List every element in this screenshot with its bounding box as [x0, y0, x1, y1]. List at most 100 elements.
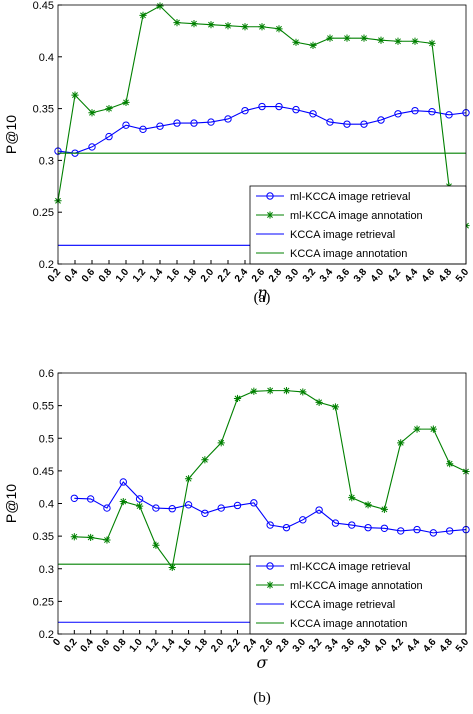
legend-label: KCCA image annotation: [290, 248, 407, 260]
marker: [70, 494, 79, 502]
legend-label: KCCA image retrieval: [290, 229, 395, 241]
x-axis-label: η: [257, 283, 267, 302]
marker: [343, 34, 351, 42]
legend-box: [249, 555, 467, 635]
series-line: [74, 481, 467, 534]
y-tick-label: 0.55: [33, 401, 54, 413]
marker: [326, 34, 334, 42]
x-tick-label: 4.4: [403, 267, 421, 285]
marker: [331, 403, 340, 411]
x-tick-label: 4.6: [420, 267, 438, 285]
marker: [266, 581, 274, 589]
marker: [139, 125, 147, 134]
marker: [168, 563, 176, 572]
x-tick-label: 0: [51, 637, 63, 649]
marker: [258, 102, 266, 111]
x-tick-label: 3.8: [356, 637, 374, 655]
legend-label: ml-KCCA image annotation: [290, 210, 423, 222]
marker: [266, 562, 274, 570]
y-tick-label: 0.35: [33, 104, 54, 116]
marker: [86, 495, 95, 503]
legend: ml-KCCA image retrieval ml-KCCA image ann…: [249, 185, 467, 265]
x-tick-label: 1.2: [144, 637, 162, 655]
x-tick-label: 1.4: [148, 267, 166, 285]
marker: [241, 23, 249, 31]
marker: [156, 2, 164, 10]
marker: [360, 120, 368, 128]
marker: [152, 541, 160, 549]
legend-label: ml-KCCA image retrieval: [290, 191, 410, 203]
marker: [413, 425, 421, 433]
x-tick-label: 1.0: [114, 267, 132, 285]
x-tick-label: 2.4: [233, 267, 251, 285]
marker: [168, 505, 176, 513]
marker: [292, 38, 300, 46]
marker: [299, 388, 307, 396]
marker: [136, 502, 144, 510]
marker: [173, 119, 181, 127]
x-tick-label: 3.4: [318, 267, 336, 285]
marker: [224, 22, 232, 30]
marker: [71, 91, 79, 99]
marker: [119, 497, 127, 506]
marker: [343, 120, 351, 128]
marker: [156, 122, 164, 130]
legend: ml-KCCA image retrieval ml-KCCA image ann…: [249, 555, 467, 635]
legend-label: ml-KCCA image retrieval: [290, 561, 410, 573]
marker: [309, 110, 317, 118]
marker: [152, 504, 160, 512]
x-tick-label: 0.8: [97, 267, 115, 285]
marker: [217, 439, 225, 447]
marker: [411, 106, 419, 115]
marker: [428, 108, 436, 116]
marker: [364, 501, 372, 509]
x-tick-label: 3.6: [335, 267, 353, 285]
x-tick-label: 3.2: [307, 637, 325, 655]
x-tick-label: 2.8: [274, 637, 292, 655]
x-tick-label: 3.8: [352, 267, 370, 285]
marker: [119, 478, 127, 486]
marker: [207, 118, 215, 126]
x-tick-label: 1.2: [131, 267, 149, 285]
marker: [380, 524, 389, 532]
y-tick-label: 0.5: [39, 433, 54, 445]
marker: [446, 460, 454, 468]
x-tick-label: 4.0: [372, 637, 390, 655]
marker: [331, 519, 340, 527]
x-tick-label: 3.2: [301, 267, 319, 285]
x-tick-label: 5.0: [454, 267, 472, 285]
marker: [87, 533, 95, 542]
y-tick-label: 0.2: [39, 259, 54, 271]
marker: [428, 39, 436, 47]
caption: (a): [254, 290, 271, 306]
marker: [207, 21, 215, 29]
x-tick-label: 4.0: [369, 267, 387, 285]
x-tick-label: 4.2: [389, 637, 407, 655]
marker: [190, 20, 198, 28]
x-tick-label: 2.8: [267, 267, 285, 285]
marker: [397, 439, 405, 447]
marker: [105, 105, 113, 113]
marker: [282, 523, 291, 532]
marker: [445, 111, 453, 119]
plot-frame: [57, 372, 467, 635]
y-tick-label: 0.45: [33, 466, 54, 478]
marker: [429, 425, 437, 433]
marker: [394, 110, 402, 118]
marker: [258, 23, 266, 31]
marker: [201, 456, 209, 464]
x-tick-label: 4.8: [438, 637, 456, 655]
y-axis-label: P@10: [3, 115, 19, 154]
x-tick-label: 0.2: [62, 637, 80, 655]
marker: [184, 475, 193, 483]
x-tick-label: 1.6: [165, 267, 183, 285]
marker: [266, 192, 274, 200]
marker: [173, 19, 181, 27]
y-tick-label: 0.45: [33, 0, 54, 12]
y-tick-label: 0.6: [39, 368, 54, 380]
y-tick-label: 0.3: [39, 155, 54, 167]
marker: [364, 523, 372, 532]
x-tick-label: 5.0: [454, 637, 472, 655]
marker: [201, 509, 209, 517]
